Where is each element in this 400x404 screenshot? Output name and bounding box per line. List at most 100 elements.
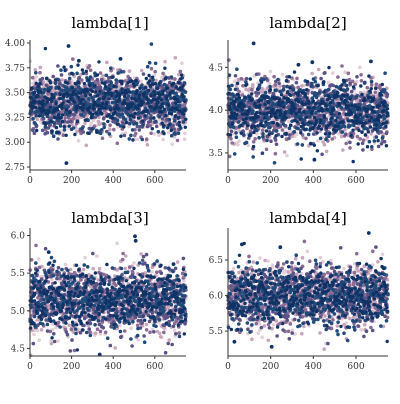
draw-point [288, 133, 292, 137]
draw-point [95, 112, 98, 115]
draw-point [261, 151, 265, 155]
draw-point [335, 129, 338, 132]
draw-point [250, 98, 253, 101]
draw-point [95, 131, 98, 134]
draw-point [119, 57, 123, 61]
draw-point [63, 116, 67, 120]
draw-point [324, 137, 328, 141]
draw-point [231, 121, 234, 124]
draw-point [106, 120, 109, 123]
draw-point [154, 82, 157, 85]
draw-point [310, 60, 314, 64]
draw-point [257, 100, 260, 103]
draw-point [37, 338, 41, 342]
draw-point [131, 102, 134, 105]
draw-point [339, 88, 342, 91]
draw-point [123, 134, 127, 138]
draw-point [284, 116, 287, 119]
draw-point [86, 131, 89, 134]
draw-point [104, 85, 107, 88]
draw-point [383, 88, 387, 92]
draw-point [115, 81, 119, 85]
draw-point [119, 124, 123, 128]
draw-point [127, 94, 131, 98]
draw-point [328, 97, 331, 100]
draw-point [118, 98, 121, 101]
draw-point [80, 98, 83, 101]
draw-point [115, 242, 119, 246]
draw-point [71, 57, 75, 61]
x-tick-label: 400 [105, 176, 122, 186]
draw-point [91, 90, 94, 93]
draw-point [80, 113, 84, 117]
draw-point [363, 107, 366, 110]
draw-point [379, 130, 383, 134]
draw-point [65, 134, 68, 137]
draw-point [245, 83, 248, 86]
draw-point [42, 103, 45, 106]
draw-point [128, 137, 132, 141]
draw-point [120, 87, 123, 90]
draw-point [285, 154, 289, 158]
draw-point [370, 116, 373, 119]
draw-point [331, 84, 335, 88]
draw-point [154, 120, 158, 124]
draw-point [235, 135, 239, 139]
draw-point [312, 100, 315, 103]
draw-point [123, 95, 126, 98]
draw-point [265, 148, 269, 152]
draw-point [301, 143, 305, 147]
draw-point [147, 89, 150, 92]
draw-point [180, 87, 183, 90]
draw-point [36, 94, 39, 97]
draw-point [67, 93, 70, 96]
draw-point [324, 104, 327, 107]
draw-point [57, 86, 60, 89]
draw-point [248, 95, 251, 98]
draw-point [111, 75, 114, 78]
draw-point [336, 75, 340, 79]
draw-point [49, 119, 52, 122]
draw-point [261, 124, 264, 127]
draw-point [375, 123, 378, 126]
draw-point [118, 324, 122, 328]
draw-point [149, 94, 152, 97]
draw-point [35, 114, 39, 118]
draw-point [370, 145, 374, 149]
draw-point [352, 85, 355, 88]
draw-point [92, 107, 95, 110]
draw-point [282, 96, 285, 99]
draw-point [253, 125, 256, 128]
draw-point [76, 120, 79, 123]
draw-point [255, 73, 259, 77]
draw-point [41, 99, 44, 102]
draw-point [111, 117, 114, 120]
draw-point [327, 88, 331, 92]
draw-point [40, 328, 44, 332]
draw-point [72, 126, 76, 130]
draw-point [363, 99, 366, 102]
draw-point [266, 96, 269, 99]
draw-point [183, 81, 187, 85]
draw-point [336, 91, 339, 94]
draw-point [84, 119, 87, 122]
draw-point [366, 108, 369, 111]
draw-point [229, 97, 233, 101]
draw-point [170, 143, 174, 147]
draw-point [309, 142, 312, 145]
draw-point [41, 114, 45, 118]
draw-point [101, 136, 105, 140]
draw-point [369, 60, 373, 64]
draw-point [303, 128, 306, 131]
draw-point [87, 97, 91, 101]
draw-point [316, 84, 319, 87]
y-tick-label: 2.75 [5, 163, 25, 173]
draw-point [375, 82, 379, 86]
draw-point [264, 120, 267, 123]
draw-point [89, 93, 92, 96]
draw-point [269, 88, 272, 91]
draw-point [152, 116, 155, 119]
draw-point [161, 117, 165, 121]
draw-point [314, 80, 318, 84]
